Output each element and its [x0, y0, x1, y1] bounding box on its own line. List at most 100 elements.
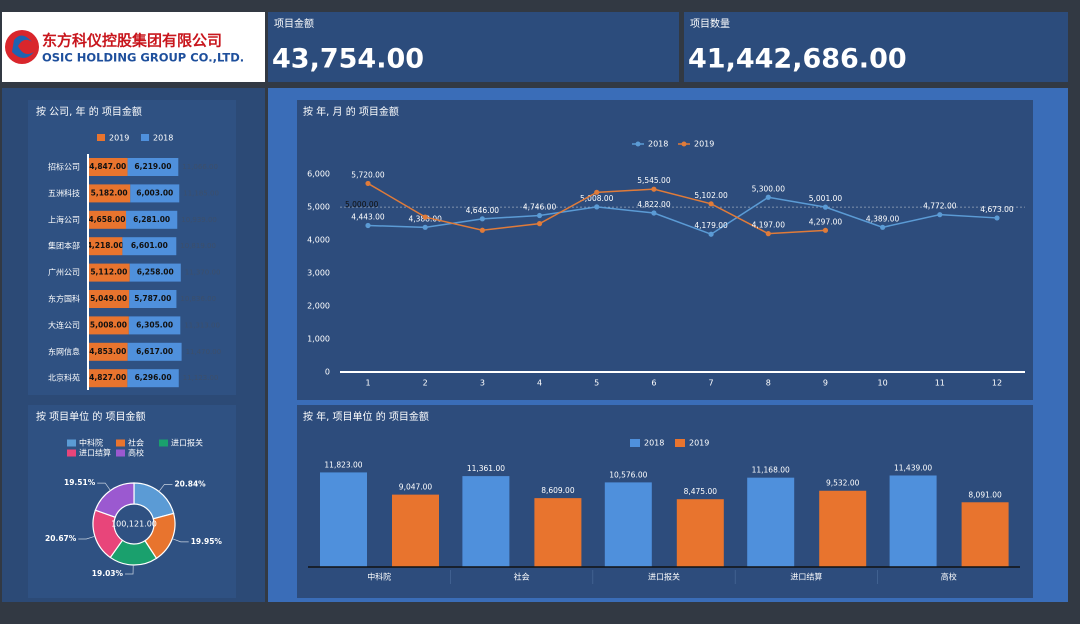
- legend-label: 中科院: [79, 438, 103, 448]
- value-label: 4,218.00: [87, 241, 124, 250]
- legend-dot: [681, 141, 687, 147]
- point: [765, 194, 771, 200]
- legend-swatch: [675, 439, 685, 447]
- y-tick-label: 1,000: [307, 335, 330, 344]
- legend-swatch: [630, 439, 640, 447]
- donut-slice: [94, 482, 135, 519]
- total-label: 10,819.00: [180, 242, 216, 250]
- kpi-card: [684, 12, 1068, 82]
- reference-label: 5,000.00: [345, 200, 379, 209]
- point: [536, 212, 543, 219]
- bar-segment: [88, 369, 128, 388]
- value-label: 6,219.00: [134, 162, 171, 171]
- legend-dot: [635, 141, 641, 147]
- point: [479, 216, 485, 222]
- bar-segment: [129, 263, 181, 282]
- logo-name: 东方科仪控股集团有限公司: [42, 32, 222, 50]
- y-tick-label: 4,000: [307, 236, 330, 245]
- value-label: 5,112.00: [90, 268, 127, 277]
- value-label: 5,008.00: [580, 194, 614, 203]
- value-label: 4,658.00: [88, 215, 125, 224]
- bar-segment: [88, 237, 123, 256]
- legend-swatch: [67, 439, 76, 447]
- point: [994, 215, 1000, 221]
- y-tick-label: 5,000: [307, 203, 330, 212]
- point: [422, 224, 428, 230]
- legend-swatch: [159, 439, 168, 447]
- value-label: 10,576.00: [609, 470, 647, 479]
- value-label: 19.51%: [64, 478, 96, 487]
- bar-segment: [88, 342, 128, 361]
- legend-label: 2019: [694, 140, 714, 149]
- bar: [320, 472, 367, 567]
- value-label: 19.95%: [191, 537, 223, 546]
- value-label: 5,008.00: [90, 320, 127, 329]
- bar: [392, 494, 439, 567]
- value-label: 8,475.00: [684, 487, 718, 496]
- chart-title: 按 年, 月 的 项目金额: [303, 105, 399, 118]
- point: [422, 214, 428, 220]
- point: [765, 231, 771, 237]
- value-label: 6,281.00: [133, 215, 170, 224]
- bar-segment: [122, 237, 177, 256]
- category-label: 上海公司: [48, 214, 80, 224]
- point: [651, 186, 657, 192]
- value-label: 4,853.00: [89, 347, 126, 356]
- value-label: 19.03%: [92, 569, 124, 578]
- kpi-value: 41,442,686.00: [688, 44, 907, 75]
- legend-label: 2018: [644, 439, 664, 448]
- x-tick-label: 1: [365, 379, 370, 388]
- value-label: 5,049.00: [90, 294, 127, 303]
- legend-label: 2019: [109, 134, 129, 143]
- bar-segment: [129, 290, 177, 308]
- legend-label: 2018: [153, 134, 173, 143]
- value-label: 20.84%: [174, 479, 206, 488]
- point: [880, 224, 886, 230]
- chart-title: 按 年, 项目单位 的 项目金额: [303, 410, 429, 423]
- leader-line: [158, 483, 173, 492]
- value-label: 5,720.00: [351, 170, 385, 179]
- legend-swatch: [141, 134, 149, 141]
- series-line: [367, 196, 998, 236]
- point: [594, 189, 600, 195]
- kpi-label: 项目数量: [690, 17, 730, 30]
- value-label: 4,179.00: [694, 221, 728, 230]
- category-label: 东方国科: [48, 294, 80, 304]
- point: [536, 221, 543, 227]
- point: [479, 227, 485, 233]
- x-tick-label: 中科院: [367, 572, 391, 582]
- point: [937, 212, 943, 218]
- value-label: 11,361.00: [467, 464, 505, 473]
- y-tick-label: 0: [325, 368, 330, 377]
- x-tick-label: 6: [651, 379, 656, 388]
- legend-label: 进口结算: [79, 448, 111, 458]
- total-label: 11,370.00: [185, 269, 221, 277]
- legend-label: 高校: [128, 448, 144, 458]
- legend-label: 社会: [128, 438, 144, 448]
- bar: [961, 502, 1009, 567]
- total-label: 11,066.00: [182, 163, 218, 171]
- point: [651, 210, 657, 216]
- logo-box: [2, 12, 265, 82]
- value-label: 8,609.00: [541, 486, 575, 495]
- value-label: 4,443.00: [351, 213, 385, 222]
- y-tick-label: 2,000: [307, 302, 330, 311]
- value-label: 8,091.00: [968, 490, 1002, 499]
- x-tick-label: 4: [537, 379, 542, 388]
- bar-segment: [127, 369, 179, 388]
- value-label: 4,389.00: [866, 214, 900, 223]
- x-tick-label: 3: [480, 379, 485, 388]
- value-label: 4,646.00: [466, 206, 500, 215]
- x-tick-label: 高校: [941, 572, 957, 582]
- chart-title: 按 项目单位 的 项目金额: [36, 410, 146, 423]
- point: [365, 222, 371, 229]
- value-label: 6,296.00: [135, 373, 172, 382]
- bar-segment: [88, 158, 128, 176]
- legend-swatch: [67, 449, 76, 457]
- legend-swatch: [97, 134, 105, 141]
- logo-name-en: OSIC HOLDING GROUP CO.,LTD.: [42, 51, 244, 65]
- value-label: 5,001.00: [809, 194, 843, 203]
- bar-segment: [88, 263, 130, 282]
- value-label: 5,787.00: [134, 294, 171, 303]
- x-tick-label: 7: [709, 379, 714, 388]
